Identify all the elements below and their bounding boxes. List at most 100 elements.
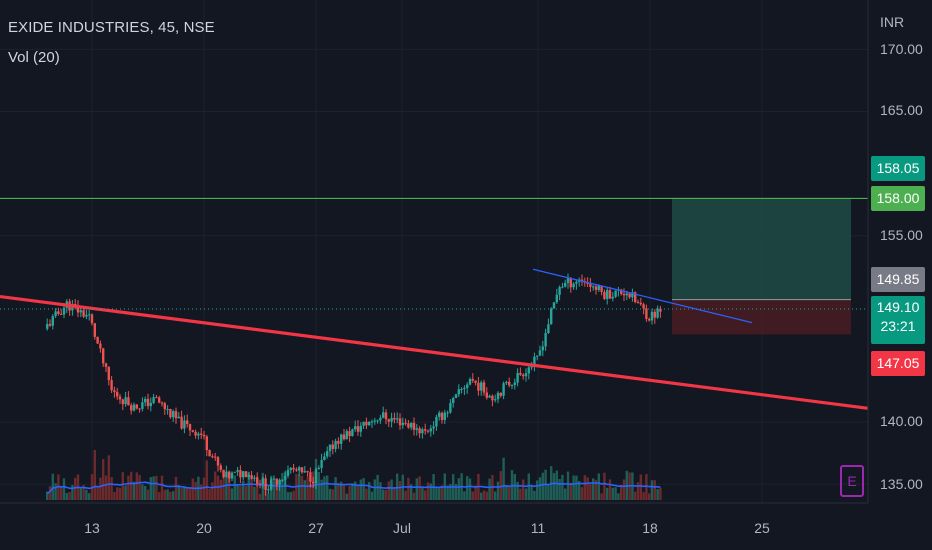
candle-body	[659, 308, 662, 312]
candle-body	[645, 308, 648, 319]
volume-bar	[466, 476, 469, 500]
volume-bar	[177, 484, 180, 500]
volume-bar	[155, 475, 158, 500]
volume-bar	[160, 475, 164, 500]
volume-bar	[186, 486, 189, 500]
volume-bar	[438, 488, 441, 500]
candle-body	[116, 391, 119, 397]
volume-bar	[74, 477, 77, 500]
candle-body	[300, 467, 304, 473]
candle-body	[561, 286, 564, 288]
candle-body	[373, 420, 376, 422]
candle-body	[454, 394, 458, 399]
candle-body	[443, 412, 446, 420]
x-tick-label: 13	[84, 520, 100, 536]
volume-bar	[62, 478, 66, 500]
candle-body	[639, 302, 642, 305]
volume-bar	[228, 478, 231, 500]
volume-bar	[323, 476, 326, 500]
volume-bar	[96, 486, 99, 500]
volume-bar	[236, 485, 239, 500]
volume-bar	[505, 485, 508, 500]
candle-body	[390, 417, 393, 422]
candle-body	[494, 399, 497, 401]
candle-body	[258, 483, 262, 485]
volume-bar	[541, 472, 544, 500]
volume-bar	[351, 483, 354, 500]
candle-body	[421, 429, 424, 434]
candle-body	[99, 343, 102, 349]
candle-body	[432, 426, 435, 429]
volume-bar	[594, 479, 598, 500]
volume-bar	[656, 489, 659, 500]
candle-body	[312, 481, 315, 484]
candle-body	[160, 402, 164, 404]
candle-body	[354, 426, 357, 430]
volume-bar	[379, 482, 382, 500]
volume-bar	[418, 476, 421, 500]
volume-bar	[225, 476, 228, 500]
last-price-tag: 149.10 23:21	[871, 296, 925, 344]
candle-body	[594, 286, 598, 290]
x-tick-label: 25	[754, 520, 770, 536]
volume-indicator-label[interactable]: Vol (20)	[8, 49, 60, 66]
volume-bar	[468, 478, 472, 500]
candle-body	[519, 372, 522, 375]
candle-body	[82, 310, 85, 317]
candle-body	[340, 434, 343, 444]
volume-bar	[272, 481, 276, 500]
volume-bar	[158, 492, 161, 500]
volume-bars	[46, 449, 662, 500]
volume-bar	[303, 480, 306, 500]
candle-body	[631, 292, 634, 298]
volume-bar	[575, 475, 578, 500]
candle-body	[320, 459, 323, 468]
volume-bar	[597, 473, 600, 500]
loss-zone	[672, 299, 851, 335]
candle-body	[653, 311, 656, 318]
y-tick-label: 170.00	[880, 41, 923, 57]
volume-bar	[421, 487, 424, 500]
candle-body	[404, 422, 407, 424]
volume-bar	[214, 471, 217, 500]
volume-bar	[292, 490, 295, 500]
candle-body	[48, 324, 52, 326]
candle-body	[169, 408, 172, 418]
volume-bar	[242, 480, 245, 500]
volume-bar	[149, 477, 152, 500]
candle-body	[194, 431, 197, 436]
volume-bar	[208, 489, 211, 500]
volume-bar	[146, 489, 150, 500]
candle-body	[541, 346, 544, 351]
candle-body	[222, 469, 225, 478]
volume-bar	[404, 490, 407, 500]
candle-body	[426, 430, 430, 432]
earnings-badge[interactable]: E	[840, 465, 864, 497]
candle-body	[205, 436, 208, 451]
volume-bar	[337, 482, 340, 500]
volume-bar	[348, 485, 351, 500]
candle-body	[642, 304, 645, 309]
volume-bar	[429, 483, 432, 500]
volume-bar	[93, 449, 96, 500]
candle-body	[401, 422, 404, 426]
candle-body	[90, 314, 94, 324]
volume-bar	[558, 479, 561, 500]
volume-bar	[200, 484, 203, 500]
volume-bar	[407, 477, 410, 500]
candle-body	[174, 411, 178, 419]
candle-body	[505, 381, 508, 384]
candle-body	[186, 420, 189, 425]
volume-bar	[124, 485, 127, 500]
volume-bar	[132, 481, 136, 500]
volume-bar	[530, 485, 533, 500]
volume-bar	[622, 479, 626, 500]
volume-bar	[508, 486, 511, 500]
volume-bar	[480, 492, 483, 500]
volume-bar	[104, 475, 108, 500]
candle-body	[608, 290, 612, 299]
candle-body	[219, 465, 222, 470]
candle-body	[438, 412, 441, 417]
candle-body	[410, 422, 413, 428]
